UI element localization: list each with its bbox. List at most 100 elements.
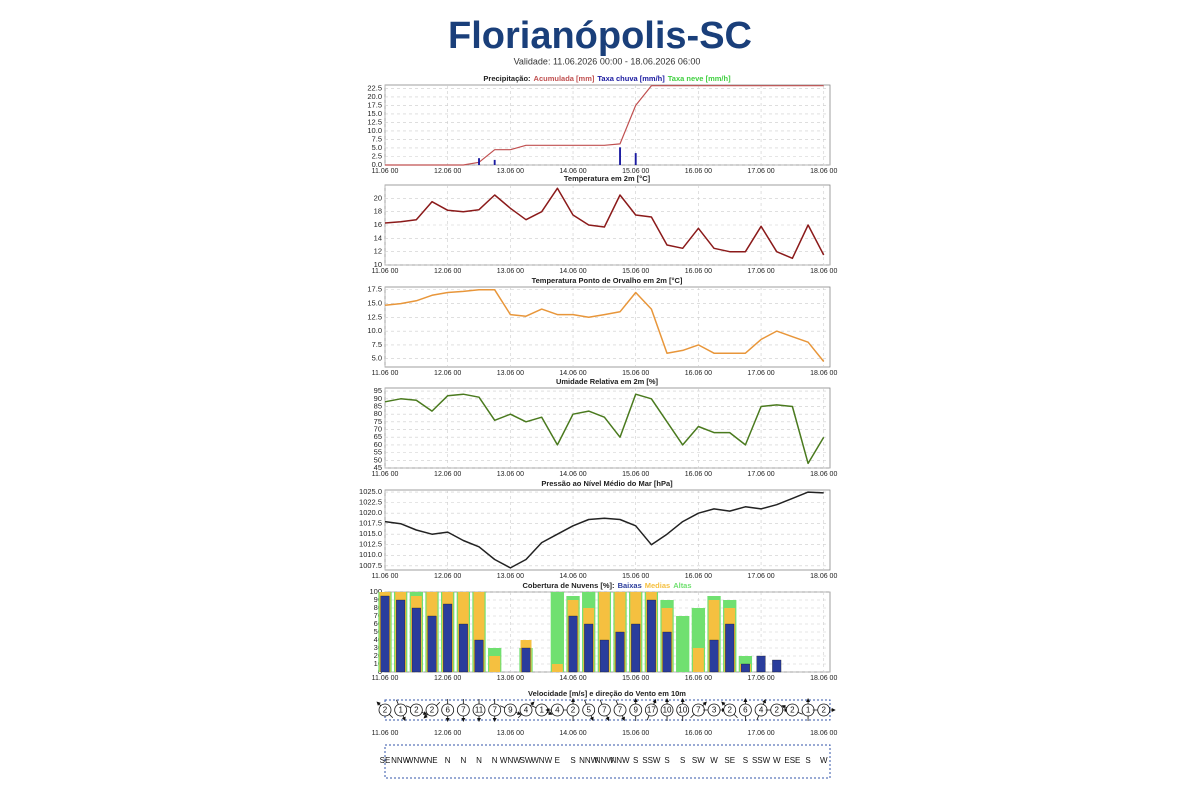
y-tick-label: 2.5 (372, 151, 382, 160)
arrow-head (633, 698, 638, 702)
speed-circle (660, 703, 674, 717)
x-tick-label: 14.06 00 (559, 675, 586, 682)
arrow-head (530, 701, 535, 706)
x-tick-label: 14.06 00 (559, 168, 586, 175)
speed-label: 4 (759, 706, 764, 715)
speed-label: 10 (663, 706, 672, 715)
speed-circle (456, 703, 470, 717)
direction-label: SE (380, 756, 391, 765)
plot-frame (384, 387, 831, 469)
y-tick-label: 85 (374, 401, 382, 410)
arrow-head (652, 698, 657, 704)
x-tick-label: 15.06 00 (622, 370, 649, 377)
data-line (384, 491, 824, 569)
speed-label: 11 (475, 706, 484, 715)
y-tick-label: 70 (374, 611, 382, 620)
y-tick-label: 7.5 (372, 340, 382, 349)
arrow-head (461, 718, 466, 722)
bar (443, 603, 453, 673)
speed-circle (738, 703, 752, 717)
speed-label: 2 (383, 706, 388, 715)
arrow-head (545, 708, 550, 713)
arrow-head (445, 718, 450, 722)
x-tick-label: 18.06 00 (810, 730, 837, 737)
y-tick-label: 15.0 (367, 299, 382, 308)
chart-title: Velocidade [m/s] e direção do Vento em 1… (528, 689, 686, 698)
speed-circle (723, 703, 737, 717)
direction-label: SSW (752, 756, 771, 765)
arrow-head (621, 716, 625, 722)
direction-label: E (555, 756, 560, 765)
y-tick-label: 17.5 (367, 100, 382, 109)
x-tick-label: 13.06 00 (497, 730, 524, 737)
arrow-head (401, 716, 406, 722)
arrow-head (516, 711, 522, 715)
y-tick-label: 70 (374, 425, 382, 434)
y-tick-label: 60 (374, 440, 382, 449)
speed-label: 1 (539, 706, 544, 715)
y-tick-label: 1010.0 (359, 550, 382, 559)
bar (598, 592, 610, 672)
x-tick-label: 18.06 00 (810, 370, 837, 377)
bar (584, 623, 594, 673)
speed-label: 6 (743, 706, 748, 715)
speed-circle (707, 703, 721, 717)
x-tick-label: 15.06 00 (622, 573, 649, 580)
x-tick-label: 18.06 00 (810, 573, 837, 580)
speed-circle (770, 703, 784, 717)
chart-title-text: Pressão ao Nível Médio do Mar [hPa] (541, 479, 673, 488)
y-tick-label: 90 (374, 394, 382, 403)
bar (396, 599, 406, 673)
direction-label: NE (426, 756, 437, 765)
y-tick-label: 5.0 (372, 143, 382, 152)
x-tick-label: 11.06 00 (372, 268, 399, 275)
y-tick-label: 0.0 (372, 160, 382, 169)
y-tick-label: 95 (374, 386, 382, 395)
y-tick-label: 80 (374, 409, 382, 418)
speed-label: 5 (586, 706, 591, 715)
y-tick-label: 65 (374, 432, 382, 441)
direction-label: S (570, 756, 575, 765)
x-tick-label: 14.06 00 (559, 471, 586, 478)
direction-label: W (773, 756, 781, 765)
direction-box (384, 744, 831, 779)
y-tick-label: 75 (374, 417, 382, 426)
bar (521, 647, 531, 673)
y-tick-label: 12.5 (367, 117, 382, 126)
bar (550, 592, 565, 672)
speed-circle (597, 703, 611, 717)
direction-label: W (710, 756, 718, 765)
x-tick-label: 17.06 00 (747, 730, 774, 737)
x-tick-label: 17.06 00 (747, 370, 774, 377)
speed-circle (676, 703, 690, 717)
y-tick-label: 5.0 (372, 354, 382, 363)
x-tick-label: 16.06 00 (685, 471, 712, 478)
x-tick-label: 11.06 00 (372, 730, 399, 737)
x-tick-label: 14.06 00 (559, 370, 586, 377)
plot-frame (384, 286, 831, 368)
x-tick-label: 17.06 00 (747, 168, 774, 175)
y-tick-label: 50 (374, 627, 382, 636)
arrow-head (548, 711, 553, 715)
y-tick-label: 12 (374, 247, 382, 256)
direction-label: N (460, 756, 466, 765)
x-tick-label: 13.06 00 (497, 675, 524, 682)
y-tick-label: 20.0 (367, 92, 382, 101)
speed-circle (488, 703, 502, 717)
bar (489, 656, 501, 672)
x-tick-label: 17.06 00 (747, 573, 774, 580)
arrow-head (423, 714, 428, 719)
speed-circle (425, 703, 439, 717)
data-line (384, 393, 825, 465)
speed-label: 10 (678, 706, 687, 715)
speed-circle (378, 703, 392, 717)
direction-label: SW (692, 756, 705, 765)
legend-entry: Acumulada [mm] (534, 74, 595, 83)
x-tick-label: 18.06 00 (810, 471, 837, 478)
speed-label: 17 (647, 706, 656, 715)
speed-label: 2 (822, 706, 827, 715)
x-tick-label: 18.06 00 (810, 168, 837, 175)
x-tick-label: 18.06 00 (810, 675, 837, 682)
y-tick-label: 7.5 (372, 134, 382, 143)
